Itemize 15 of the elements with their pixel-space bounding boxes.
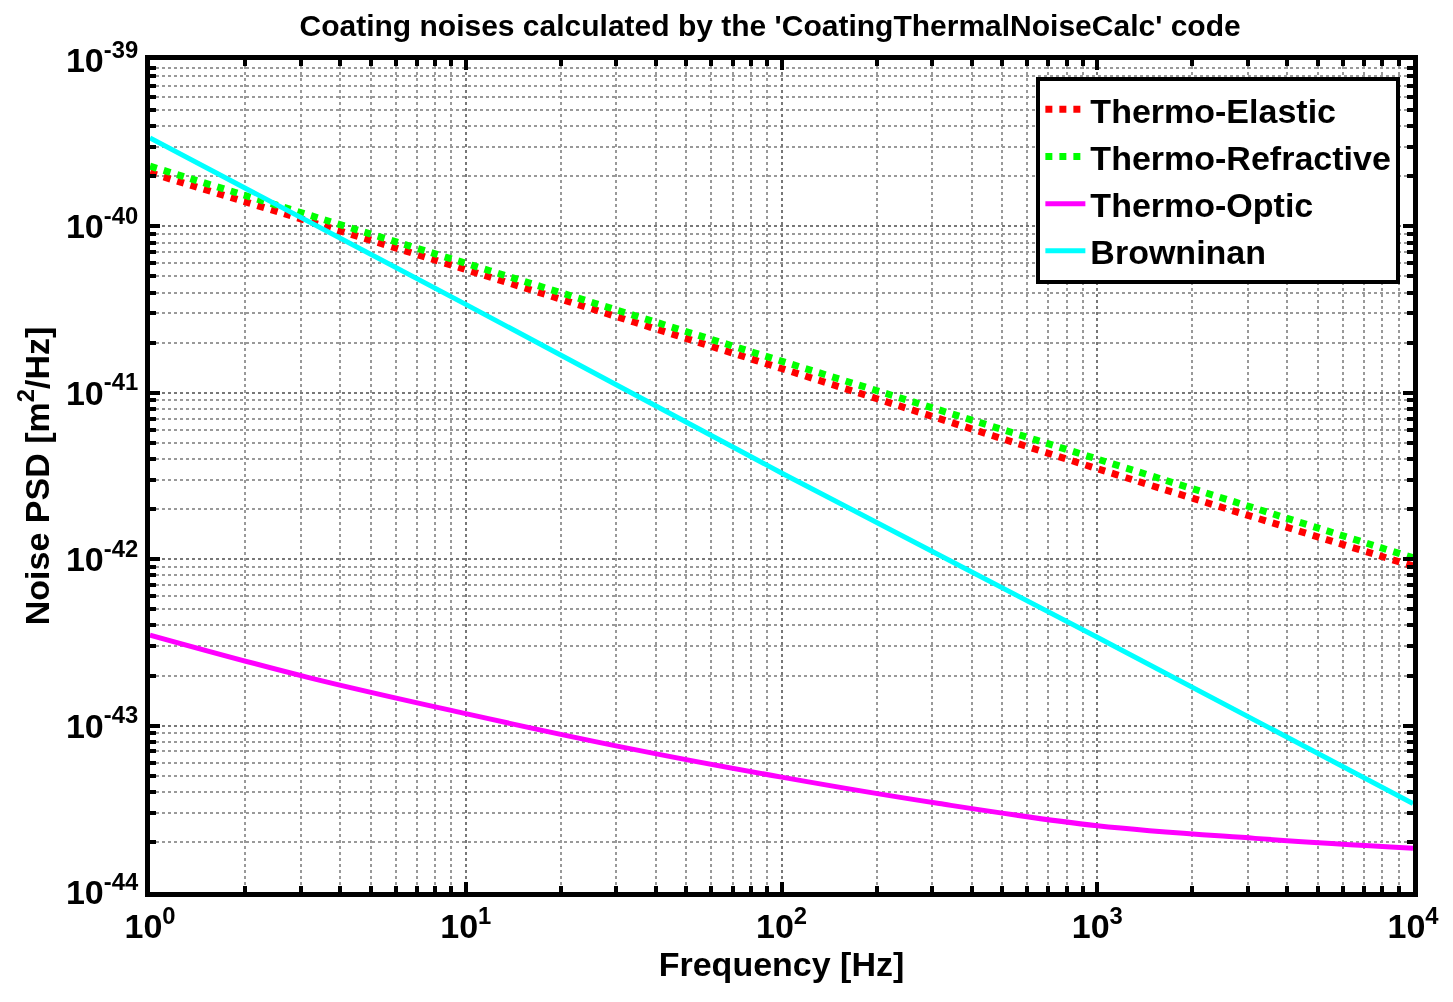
- x-tick-label: 10$^{2}$: [755, 901, 808, 945]
- y-tick-label: 10$^{-40}$: [65, 202, 139, 246]
- legend-label: Thermo-Optic: [1090, 185, 1314, 224]
- y-tick-label: 10$^{-39}$: [65, 35, 139, 79]
- legend-label: Thermo-Elastic: [1090, 91, 1336, 130]
- y-tick-label: 10$^{-43}$: [65, 701, 139, 745]
- x-tick-label: 10$^{3}$: [1071, 901, 1123, 945]
- legend-label: Browninan: [1090, 233, 1267, 272]
- x-tick-label: 10$^{4}$: [1387, 901, 1440, 945]
- y-tick-label: 10$^{-42}$: [65, 534, 139, 579]
- y-tick-label: 10$^{-41}$: [65, 368, 139, 412]
- chart-title: Coating noises calculated by the 'CoatingThermalNoiseCalc' code: [299, 9, 1241, 43]
- x-tick-label: 10$^{1}$: [440, 901, 492, 945]
- x-axis-title: Frequency [Hz]: [658, 944, 905, 983]
- legend-label: Thermo-Refractive: [1090, 138, 1391, 177]
